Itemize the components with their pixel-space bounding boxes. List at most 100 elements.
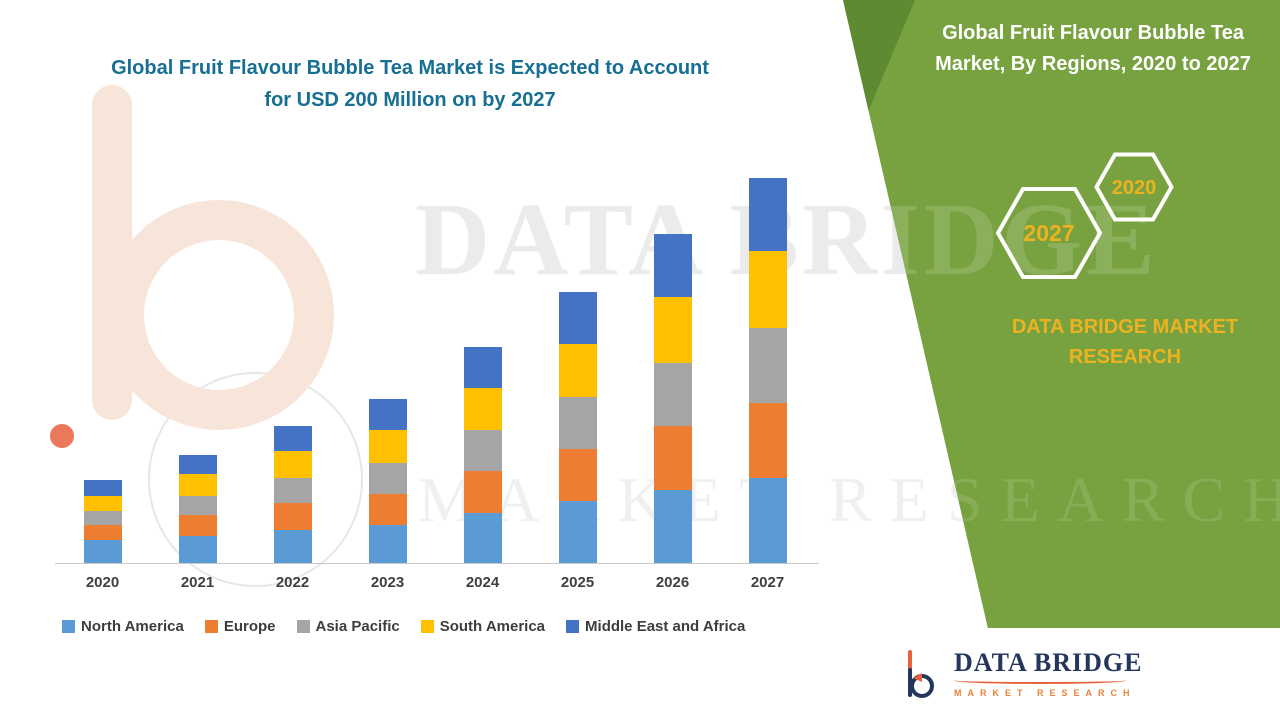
legend-item: North America <box>62 618 184 635</box>
legend: North America Europe Asia Pacific South Ame… <box>62 618 745 635</box>
legend-label: South America <box>439 618 546 635</box>
data-bridge-b-icon <box>908 650 934 698</box>
chart-title: Global Fruit Flavour Bubble Tea Market i… <box>80 52 740 116</box>
chart-title-line1: Global Fruit Flavour Bubble Tea Market i… <box>111 57 709 79</box>
bar-segment-europe <box>273 503 312 531</box>
logo-brand-text: DATA BRIDGE <box>954 648 1143 677</box>
bar-segment-europe <box>178 514 217 537</box>
hexagon-2027: 2027 <box>995 187 1103 279</box>
bar-segment-middle-east-and-africa <box>273 426 312 452</box>
logo-swoosh <box>954 677 1126 684</box>
x-axis-label: 2026 <box>655 574 690 591</box>
legend-label: Europe <box>223 618 276 635</box>
legend-swatch <box>420 620 434 633</box>
bar-segment-asia-pacific <box>83 511 122 525</box>
bar-segment-europe <box>558 449 597 502</box>
company-name: DATA BRIDGE MARKET RESEARCH <box>1011 316 1239 368</box>
bar-chart <box>55 178 817 563</box>
bar-segment-europe <box>748 403 787 479</box>
x-axis-label: 2023 <box>370 574 405 591</box>
hexagon-2020-label: 2020 <box>1112 177 1157 199</box>
x-axis-label: 2027 <box>750 574 785 591</box>
logo-tagline-text: MARKET RESEARCH <box>954 688 1136 698</box>
bar-segment-north-america <box>558 501 597 563</box>
bar-segment-asia-pacific <box>368 462 407 494</box>
bar-segment-north-america <box>368 524 407 563</box>
legend-item: Middle East and Africa <box>566 618 745 635</box>
legend-label: North America <box>81 618 184 635</box>
bar-column <box>530 178 625 563</box>
bar-segment-north-america <box>178 536 217 563</box>
panel-accent-triangle <box>843 0 915 120</box>
chart-title-line2: for USD 200 Million on by 2027 <box>264 89 556 111</box>
x-axis-label: 2024 <box>465 574 500 591</box>
bar-stack-2024 <box>463 178 502 563</box>
bar-segment-middle-east-and-africa <box>83 480 122 496</box>
bar-segment-middle-east-and-africa <box>178 455 217 475</box>
logo-card: DATA BRIDGE MARKET RESEARCH <box>878 628 1280 720</box>
brand-b-watermark-dot <box>50 424 74 448</box>
legend-label: Asia Pacific <box>315 618 400 635</box>
legend-swatch <box>62 620 75 633</box>
bar-segment-south-america <box>273 451 312 479</box>
bar-segment-middle-east-and-africa <box>653 233 692 298</box>
bar-stack-2026 <box>653 178 692 563</box>
x-axis-labels: 2020 2021 2022 2023 2024 2025 2026 2027 <box>55 574 817 591</box>
bar-segment-south-america <box>368 430 407 463</box>
panel-heading: Global Fruit Flavour Bubble Tea Market, … <box>935 22 1251 75</box>
hexagon-2027-label: 2027 <box>1023 220 1074 246</box>
hexagon-2020: 2020 <box>1094 152 1174 222</box>
bar-segment-south-america <box>653 297 692 363</box>
bar-column <box>150 178 245 563</box>
bar-column <box>720 178 815 563</box>
bar-segment-north-america <box>653 489 692 563</box>
bar-segment-europe <box>368 493 407 525</box>
bar-column <box>435 178 530 563</box>
bar-segment-asia-pacific <box>273 478 312 504</box>
bar-segment-south-america <box>748 251 787 329</box>
bar-segment-europe <box>653 426 692 490</box>
legend-swatch <box>296 620 310 633</box>
bar-stack-2027 <box>748 178 787 563</box>
bar-segment-asia-pacific <box>653 362 692 427</box>
logo-text-block: DATA BRIDGE MARKET RESEARCH <box>954 650 1142 698</box>
bar-segment-south-america <box>178 474 217 496</box>
bar-segment-south-america <box>463 387 502 431</box>
bar-stack-2022 <box>273 178 312 563</box>
x-axis-label: 2025 <box>560 574 595 591</box>
x-axis-label: 2021 <box>180 574 215 591</box>
bar-column <box>340 178 435 563</box>
bar-segment-north-america <box>83 539 122 563</box>
x-axis-label: 2020 <box>85 574 120 591</box>
bar-segment-middle-east-and-africa <box>748 178 787 252</box>
bar-segment-north-america <box>273 530 312 563</box>
bar-segment-north-america <box>463 512 502 563</box>
bar-segment-middle-east-and-africa <box>463 347 502 388</box>
bar-segment-south-america <box>558 343 597 398</box>
bar-column <box>625 178 720 563</box>
legend-swatch <box>204 620 218 633</box>
bar-segment-europe <box>463 470 502 513</box>
right-panel: DATA BRIDGE MARKET RESEARCH Global Fruit… <box>843 0 1280 720</box>
x-axis-line <box>55 563 819 564</box>
bar-stack-2021 <box>178 178 217 563</box>
bar-segment-asia-pacific <box>178 495 217 515</box>
bar-segment-south-america <box>83 495 122 512</box>
bar-stack-2025 <box>558 178 597 563</box>
legend-label: Middle East and Africa <box>585 618 746 635</box>
bar-column <box>55 178 150 563</box>
legend-swatch <box>566 620 580 633</box>
legend-item: South America <box>420 618 546 635</box>
legend-item: Europe <box>204 618 276 635</box>
bar-segment-north-america <box>748 478 787 563</box>
x-axis-label: 2022 <box>275 574 310 591</box>
bar-stack-2023 <box>368 178 407 563</box>
bar-segment-middle-east-and-africa <box>368 399 407 431</box>
bar-segment-asia-pacific <box>463 430 502 471</box>
bar-segment-middle-east-and-africa <box>558 291 597 344</box>
bar-segment-europe <box>83 524 122 540</box>
bar-segment-asia-pacific <box>748 328 787 404</box>
legend-item: Asia Pacific <box>296 618 400 635</box>
bar-segment-asia-pacific <box>558 397 597 450</box>
